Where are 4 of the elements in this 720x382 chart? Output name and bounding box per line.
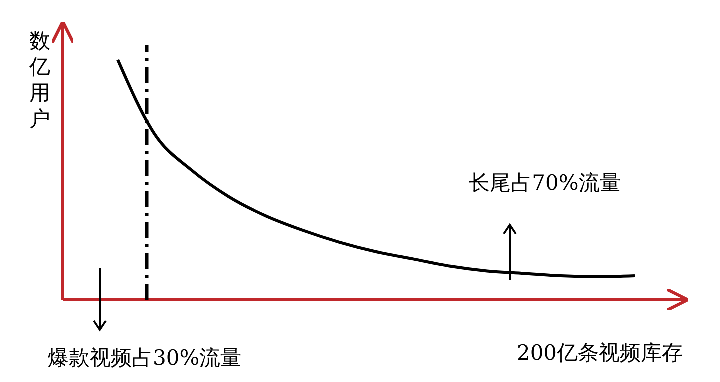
x-axis-title: 200亿条视频库存: [516, 341, 684, 365]
y-axis-title: 数亿用户: [28, 29, 50, 131]
annotation: 长尾占70%流量: [469, 171, 621, 195]
text: 爆款视频占30%流量: [48, 346, 242, 370]
